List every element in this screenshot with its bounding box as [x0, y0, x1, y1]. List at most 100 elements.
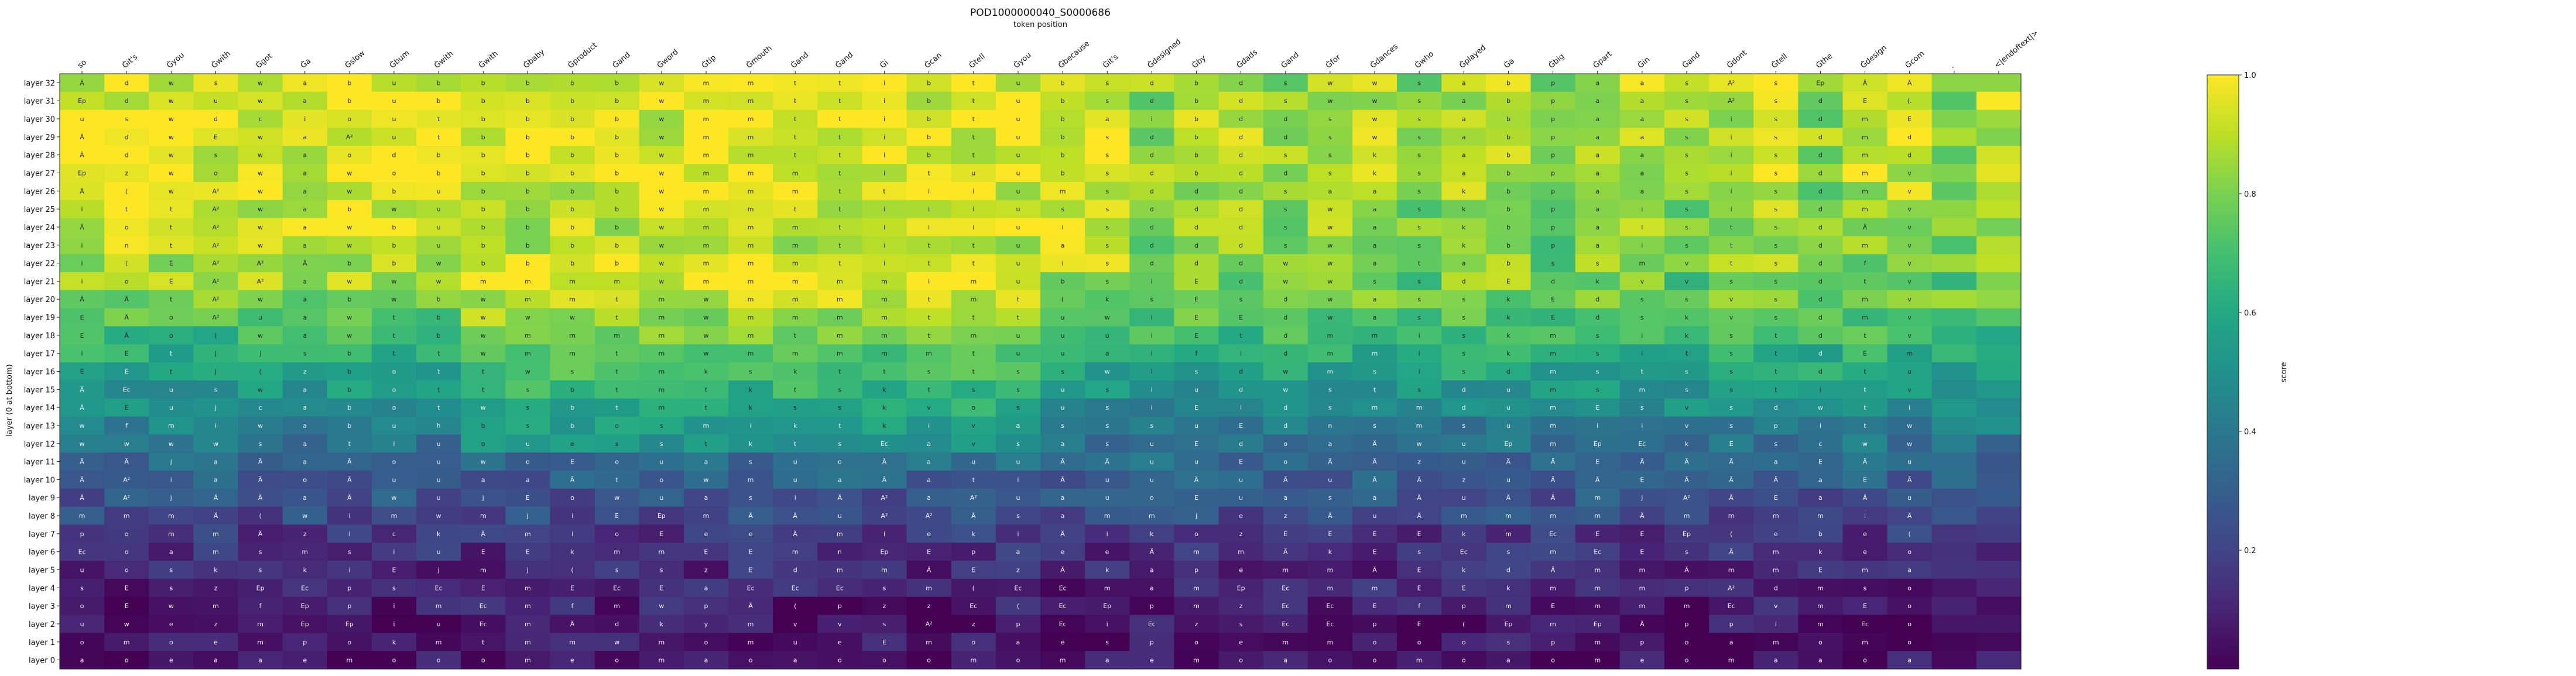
- heatmap-cell: [1619, 380, 1665, 399]
- cell-label: m: [480, 567, 487, 574]
- cell-label: b: [392, 224, 396, 231]
- x-tick-label: Ġit's: [120, 52, 139, 70]
- cell-label: Ec: [747, 584, 755, 592]
- heatmap-cell: [862, 362, 907, 381]
- cell-label: a: [1462, 79, 1466, 87]
- cell-label: j: [170, 458, 172, 466]
- cell-label: s: [1016, 386, 1020, 393]
- heatmap-cell: [1263, 362, 1308, 381]
- cell-label: E: [659, 584, 663, 592]
- heatmap-cell: [1887, 308, 1933, 327]
- cell-label: w: [436, 260, 441, 267]
- cell-label: o: [125, 277, 129, 285]
- x-tick-label: Ġand: [610, 50, 632, 70]
- cell-label: E: [1640, 548, 1644, 556]
- heatmap-cell: [1887, 146, 1933, 164]
- heatmap-cell: [1352, 91, 1397, 111]
- cell-label: t: [1864, 422, 1866, 430]
- cell-label: E: [1729, 440, 1734, 448]
- cell-label: Ä: [347, 476, 352, 483]
- cell-label: e: [570, 440, 574, 448]
- heatmap-cell: [327, 308, 372, 327]
- cell-label: l: [1641, 224, 1643, 231]
- cell-label: j: [214, 350, 217, 358]
- heatmap-cell: [639, 109, 684, 129]
- colorbar-tick-label: 0.2: [2244, 547, 2256, 555]
- cell-label: i: [972, 187, 974, 195]
- cell-label: s: [1105, 386, 1109, 393]
- cell-label: Ä: [570, 620, 575, 628]
- heatmap-cell: [1931, 236, 1977, 255]
- cell-label: b: [570, 170, 574, 177]
- heatmap-cell: [327, 128, 372, 146]
- cell-label: o: [1283, 440, 1287, 448]
- cell-label: s: [1417, 314, 1421, 321]
- cell-label: a: [1595, 152, 1599, 159]
- cell-label: d: [1283, 170, 1287, 177]
- cell-label: m: [703, 242, 710, 249]
- cell-label: d: [1150, 224, 1154, 231]
- heatmap-cell: [461, 236, 506, 255]
- cell-label: Ä: [1551, 458, 1556, 466]
- cell-label: w: [703, 296, 708, 303]
- cell-label: d: [1239, 170, 1243, 177]
- cell-label: b: [570, 404, 574, 411]
- cell-label: d: [1818, 205, 1823, 213]
- x-tick-label: Ġproduct: [566, 40, 599, 70]
- heatmap-cell: [1530, 344, 1576, 363]
- heatmap-cell: [1085, 146, 1130, 164]
- cell-label: m: [124, 512, 130, 520]
- heatmap-cell: [1174, 380, 1220, 399]
- cell-label: Ä: [1417, 494, 1421, 502]
- cell-label: t: [348, 440, 351, 448]
- cell-label: d: [1239, 152, 1243, 159]
- cell-label: E: [1194, 332, 1198, 339]
- cell-label: w: [347, 242, 352, 249]
- heatmap-cell: [1976, 434, 2022, 453]
- cell-label: e: [1061, 548, 1065, 556]
- cell-label: w: [169, 79, 174, 87]
- heatmap-cell: [60, 308, 105, 327]
- cell-label: i: [1151, 368, 1153, 376]
- cell-label: p: [1729, 620, 1734, 628]
- cell-label: o: [1907, 602, 1912, 610]
- cell-label: E: [1194, 277, 1198, 285]
- cell-label: p: [1551, 242, 1555, 249]
- cell-label: a: [1595, 133, 1599, 141]
- cell-label: m: [1238, 548, 1244, 556]
- heatmap-cell: [1307, 326, 1353, 345]
- cell-label: t: [1373, 386, 1376, 393]
- y-tick-label: layer 28: [24, 152, 55, 160]
- heatmap-cell: [1619, 326, 1665, 345]
- cell-label: b: [1061, 152, 1065, 159]
- cell-label: m: [525, 657, 531, 664]
- cell-label: m: [1773, 512, 1779, 520]
- cell-label: Ä: [1907, 476, 1912, 483]
- heatmap-cell: [1664, 146, 1710, 164]
- cell-label: s: [1105, 404, 1109, 411]
- cell-label: w: [169, 440, 174, 448]
- cell-label: Ä: [80, 296, 84, 303]
- heatmap-cell: [1530, 74, 1576, 92]
- heatmap-cell: [1397, 308, 1442, 327]
- cell-label: o: [348, 115, 352, 123]
- heatmap-cell: [1842, 362, 1888, 381]
- heatmap-cell: [951, 74, 996, 92]
- heatmap-cell: [1619, 74, 1665, 92]
- cell-label: s: [1016, 404, 1020, 411]
- cell-label: s: [1284, 79, 1287, 87]
- cell-label: m: [1594, 602, 1601, 610]
- heatmap-cell: [728, 254, 773, 273]
- heatmap-cell: [1575, 236, 1621, 255]
- heatmap-cell: [505, 326, 551, 345]
- colorbar-tick-label: 0.8: [2244, 190, 2256, 199]
- heatmap-cell: [1441, 109, 1486, 129]
- heatmap-cell: [1486, 326, 1532, 345]
- cell-label: b: [615, 187, 619, 195]
- cell-label: m: [970, 296, 977, 303]
- heatmap-cell: [1798, 128, 1844, 146]
- cell-label: E: [1551, 314, 1555, 321]
- heatmap-cell: [461, 128, 506, 146]
- cell-label: d: [1462, 386, 1466, 393]
